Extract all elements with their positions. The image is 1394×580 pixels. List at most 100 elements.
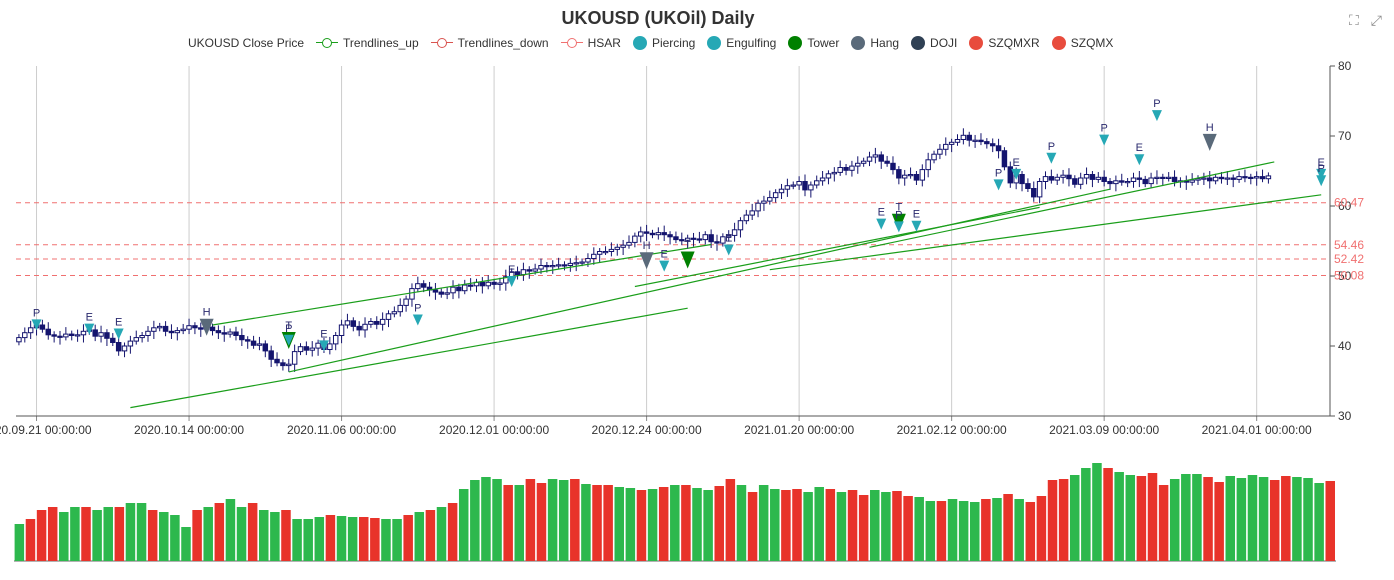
volume-bar: [59, 512, 69, 561]
volume-bar: [1036, 496, 1047, 561]
volume-bar: [703, 490, 713, 561]
legend-item-engulfing[interactable]: Engulfing: [707, 36, 776, 50]
volume-bar: [1058, 479, 1069, 561]
volume-bar: [470, 480, 480, 561]
candle-body: [1201, 177, 1207, 180]
volume-bar: [1003, 494, 1013, 561]
candle-body: [1025, 183, 1031, 190]
volume-bar: [914, 497, 924, 561]
candle-body: [1207, 177, 1213, 182]
volume-bar: [958, 501, 969, 561]
legend-swatch-icon: [969, 36, 984, 50]
legend-item-piercing[interactable]: Piercing: [632, 36, 695, 50]
hsar-label: 60.47: [1334, 196, 1364, 210]
marker-letter: E: [115, 317, 122, 329]
candle-body: [1171, 176, 1178, 183]
candle-body: [1001, 150, 1008, 168]
marker-letter: H: [1206, 122, 1214, 134]
volume-bar: [203, 507, 213, 561]
candle-body: [831, 171, 838, 175]
candle-body: [315, 342, 321, 349]
volume-bar: [903, 496, 913, 561]
volume-bar: [570, 479, 580, 561]
marker-letter: E: [508, 264, 515, 276]
marker-piercing-icon: [1099, 134, 1110, 146]
candle-body: [855, 162, 861, 167]
volume-bar: [447, 503, 458, 561]
volume-bar: [581, 484, 591, 561]
restore-icon[interactable]: ⤢: [1370, 12, 1382, 28]
candle-body: [1089, 174, 1096, 180]
volume-bar: [1214, 482, 1224, 561]
volume-bar: [536, 483, 547, 561]
candle-body: [931, 153, 937, 161]
candle-body: [661, 232, 667, 236]
legend-item-ukousd-close-price[interactable]: UKOUSD Close Price: [183, 36, 304, 50]
candle-body: [456, 286, 462, 292]
volume-bar: [858, 495, 869, 561]
chart-legend: UKOUSD Close Price Trendlines_up Trendline…: [183, 36, 1113, 50]
candle-body: [714, 241, 720, 244]
legend-item-hang[interactable]: Hang: [851, 36, 899, 50]
volume-bar: [36, 510, 47, 561]
candle-body: [673, 236, 679, 241]
candle-body: [544, 265, 550, 268]
candle-body: [403, 298, 409, 306]
candle-body: [872, 154, 879, 158]
volume-bar: [147, 510, 158, 561]
candle-body: [602, 251, 609, 254]
volume-bar: [47, 507, 58, 561]
marker-engulfing-icon: [659, 260, 670, 272]
y-tick-label: 30: [1338, 409, 1352, 423]
candle-body: [643, 231, 650, 234]
volume-bar: [170, 515, 180, 561]
legend-item-hsar[interactable]: HSAR: [560, 36, 621, 50]
marker-letter: P: [995, 167, 1002, 179]
legend-item-trendlines-down[interactable]: Trendlines_down: [430, 36, 549, 50]
candle-body: [907, 174, 914, 177]
candle-body: [667, 234, 673, 238]
marker-letter: H: [643, 240, 651, 252]
candle-body: [573, 262, 579, 265]
legend-item-tower[interactable]: Tower: [788, 36, 839, 50]
candle-body: [250, 340, 257, 346]
candle-body: [1218, 176, 1225, 180]
volume-bar: [1247, 475, 1258, 561]
candle-body: [51, 334, 57, 337]
volume-bar: [836, 492, 847, 561]
volume-bar: [1103, 468, 1113, 561]
marker-hang-icon: [639, 252, 654, 270]
candle-body: [567, 262, 574, 266]
candle-body: [526, 269, 533, 272]
trendline: [212, 243, 712, 326]
legend-item-trendlines-up[interactable]: Trendlines_up: [316, 36, 419, 50]
zoom-icon[interactable]: ⛶: [1348, 12, 1359, 28]
legend-label: UKOUSD Close Price: [188, 36, 305, 50]
candle-body: [837, 167, 843, 173]
candle-body: [860, 160, 867, 164]
candle-body: [104, 332, 110, 339]
legend-item-szqmx[interactable]: SZQMX: [1051, 36, 1113, 50]
legend-swatch-icon: [316, 38, 339, 48]
volume-bar: [936, 501, 947, 561]
legend-item-doji[interactable]: DOJI: [911, 36, 957, 50]
volume-bar: [1303, 478, 1313, 561]
marker-letter: T: [895, 202, 902, 214]
marker-letter: E: [1136, 142, 1143, 154]
candle-body: [819, 177, 826, 182]
candle-body: [1048, 176, 1055, 181]
candle-body: [1259, 176, 1266, 180]
volume-bar: [414, 512, 425, 561]
legend-item-szqmxr[interactable]: SZQMXR: [969, 36, 1040, 50]
volume-bar: [925, 501, 936, 561]
candle-body: [1248, 176, 1254, 180]
volume-bar: [770, 489, 780, 561]
marker-engulfing-icon: [506, 276, 517, 287]
candle-body: [485, 281, 491, 287]
marker-letter: H: [203, 307, 211, 319]
candle-body: [385, 313, 392, 320]
candle-body: [280, 362, 286, 367]
candle-body: [1136, 177, 1143, 180]
volume-bar: [81, 507, 91, 561]
candle-body: [338, 324, 345, 336]
